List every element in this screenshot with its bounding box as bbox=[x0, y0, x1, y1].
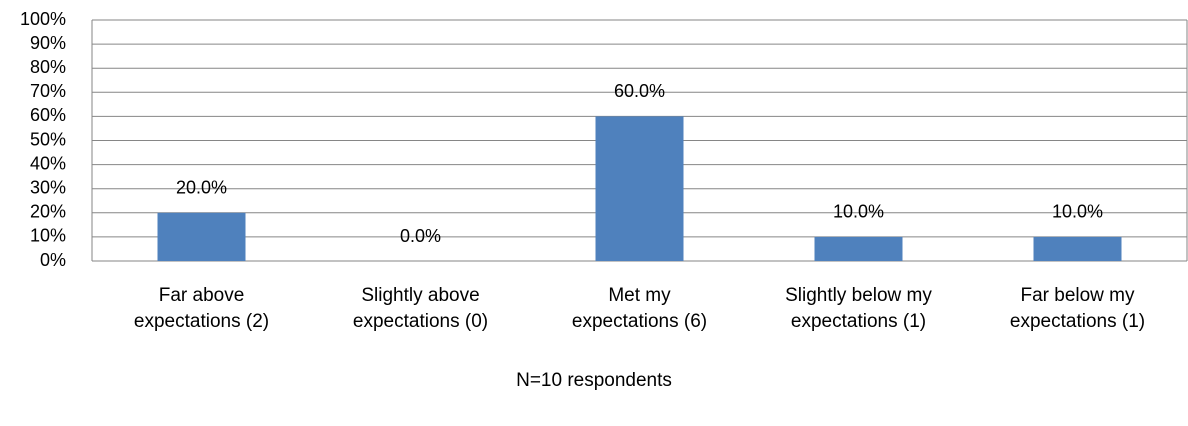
x-tick-label: Met my expectations (6) bbox=[571, 285, 708, 332]
x-tick-label: Slightly below my expectations (1) bbox=[785, 285, 932, 332]
data-label: 10.0% bbox=[833, 202, 884, 222]
y-tick-label: 60% bbox=[30, 105, 66, 125]
x-tick-label: Slightly above expectations (0) bbox=[352, 285, 489, 332]
y-tick-label: 30% bbox=[30, 177, 66, 197]
y-tick-label: 80% bbox=[30, 57, 66, 77]
y-tick-label: 70% bbox=[30, 81, 66, 101]
bar bbox=[595, 116, 684, 262]
x-tick-label: Far below my expectations (1) bbox=[1009, 285, 1146, 332]
y-tick-label: 90% bbox=[30, 33, 66, 53]
y-tick-label: 100% bbox=[20, 9, 66, 29]
data-label: 60.0% bbox=[614, 81, 665, 101]
y-tick-label: 0% bbox=[40, 250, 66, 270]
y-tick-label: 50% bbox=[30, 129, 66, 149]
bar bbox=[1033, 236, 1122, 261]
bar bbox=[157, 212, 246, 261]
y-tick-label: 10% bbox=[30, 226, 66, 246]
data-label: 10.0% bbox=[1052, 202, 1103, 222]
x-tick-label: Far above expectations (2) bbox=[133, 285, 270, 332]
x-axis-label: N=10 respondents bbox=[516, 370, 672, 391]
y-tick-label: 20% bbox=[30, 202, 66, 222]
data-label: 0.0% bbox=[400, 226, 441, 246]
data-label: 20.0% bbox=[176, 178, 227, 198]
bar bbox=[814, 236, 903, 261]
y-tick-label: 40% bbox=[30, 153, 66, 173]
